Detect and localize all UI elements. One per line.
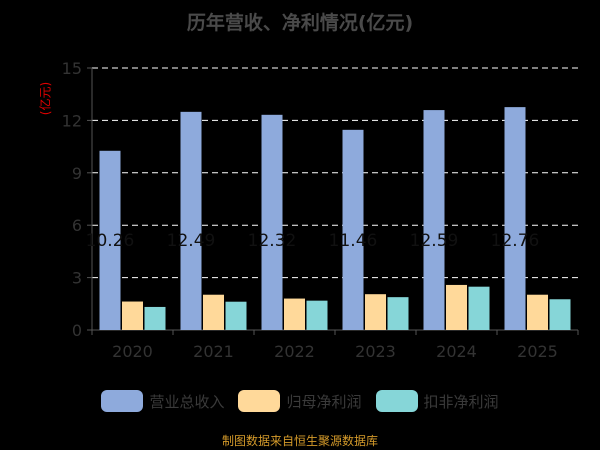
legend-swatch-net-profit <box>238 390 281 412</box>
legend-swatch-deducted-net-profit <box>375 390 418 412</box>
x-tick-label: 2025 <box>517 342 558 361</box>
bar-扣非净利润-2023 <box>387 297 409 330</box>
legend-item-net-profit[interactable]: 归母净利润 <box>238 390 362 412</box>
legend-item-revenue[interactable]: 营业总收入 <box>101 390 224 412</box>
bar-营业总收入-2020 <box>99 150 121 330</box>
y-tick-label: 3 <box>72 269 82 288</box>
bar-扣非净利润-2021 <box>225 301 247 330</box>
legend: 营业总收入 归母净利润 扣非净利润 <box>0 386 600 416</box>
data-label-revenue-2025: 12.76 <box>491 231 540 251</box>
y-tick-label: 9 <box>72 164 82 183</box>
bar-扣非净利润-2022 <box>306 300 328 330</box>
data-label-revenue-2024: 12.59 <box>410 231 459 251</box>
legend-item-deducted-net-profit[interactable]: 扣非净利润 <box>375 390 499 412</box>
bar-归母净利润-2023 <box>365 294 386 330</box>
legend-label-net-profit: 归母净利润 <box>286 392 362 411</box>
bar-扣非净利润-2024 <box>468 286 490 330</box>
x-tick-label: 2023 <box>355 342 396 361</box>
y-tick-label: 0 <box>72 321 82 340</box>
bar-归母净利润-2020 <box>122 301 143 330</box>
x-tick-label: 2021 <box>193 342 234 361</box>
data-label-revenue-2022: 12.32 <box>248 231 297 251</box>
bar-营业总收入-2021 <box>180 111 202 330</box>
legend-label-deducted-net-profit: 扣非净利润 <box>423 392 499 411</box>
data-label-revenue-2020: 10.26 <box>86 231 135 251</box>
bar-归母净利润-2025 <box>527 294 548 330</box>
bar-营业总收入-2024 <box>423 110 445 330</box>
bar-归母净利润-2021 <box>203 294 224 330</box>
x-tick-label: 2024 <box>436 342 477 361</box>
data-source-note: 制图数据来自恒生聚源数据库 <box>221 434 378 448</box>
y-tick-label: 6 <box>72 216 82 235</box>
data-label-revenue-2021: 12.49 <box>167 231 216 251</box>
legend-swatch-revenue <box>101 390 144 412</box>
bar-营业总收入-2022 <box>261 114 283 330</box>
bar-营业总收入-2023 <box>342 129 364 330</box>
data-label-revenue-2023: 11.46 <box>329 231 378 251</box>
x-tick-label: 2022 <box>274 342 315 361</box>
chart-title: 历年营收、净利情况(亿元) <box>186 12 414 34</box>
bar-扣非净利润-2025 <box>549 299 571 330</box>
bar-归母净利润-2024 <box>446 284 467 330</box>
bar-营业总收入-2025 <box>504 107 526 330</box>
bar-归母净利润-2022 <box>284 298 305 330</box>
y-tick-label: 12 <box>62 111 82 130</box>
legend-label-revenue: 营业总收入 <box>149 392 225 411</box>
bar-扣非净利润-2020 <box>144 306 166 330</box>
y-tick-label: 15 <box>62 59 82 78</box>
x-tick-label: 2020 <box>112 342 153 361</box>
